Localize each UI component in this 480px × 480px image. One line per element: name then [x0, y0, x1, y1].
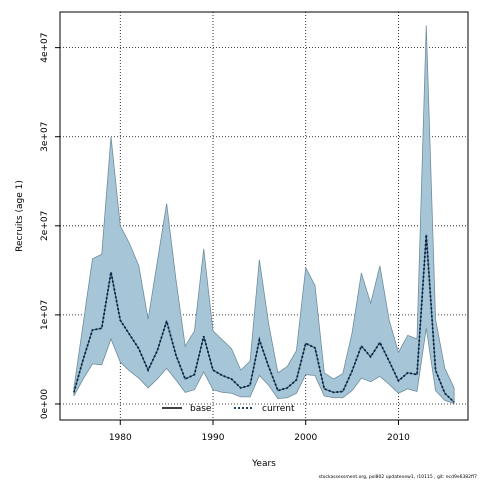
y-tick-label-3: 3e+07: [40, 122, 50, 152]
footnote: stockassessment.org, pol802 updatenew1, …: [319, 474, 478, 480]
x-tick-label-2000: 2000: [294, 433, 317, 443]
plot-frame: [59, 11, 469, 421]
legend-label-current: current: [262, 404, 295, 414]
x-axis: 1980 1990 2000 2010: [109, 420, 410, 443]
y-tick-label-4: 4e+07: [40, 33, 50, 63]
x-axis-title: Years: [251, 459, 276, 469]
y-tick-label-1: 1e+07: [40, 300, 50, 330]
y-axis-title: Recruits (age 1): [15, 180, 25, 252]
legend: base current: [162, 404, 295, 414]
confidence-band: [73, 25, 455, 405]
y-axis: 0e+00 1e+07 2e+07 3e+07 4e+07: [40, 33, 60, 420]
x-tick-label-1990: 1990: [202, 433, 225, 443]
y-tick-label-0: 0e+00: [40, 389, 50, 420]
series-line-base: [73, 234, 455, 403]
x-tick-label-2010: 2010: [387, 433, 410, 443]
legend-label-base: base: [190, 404, 212, 414]
y-tick-label-2: 2e+07: [40, 211, 50, 241]
x-tick-label-1980: 1980: [109, 433, 132, 443]
